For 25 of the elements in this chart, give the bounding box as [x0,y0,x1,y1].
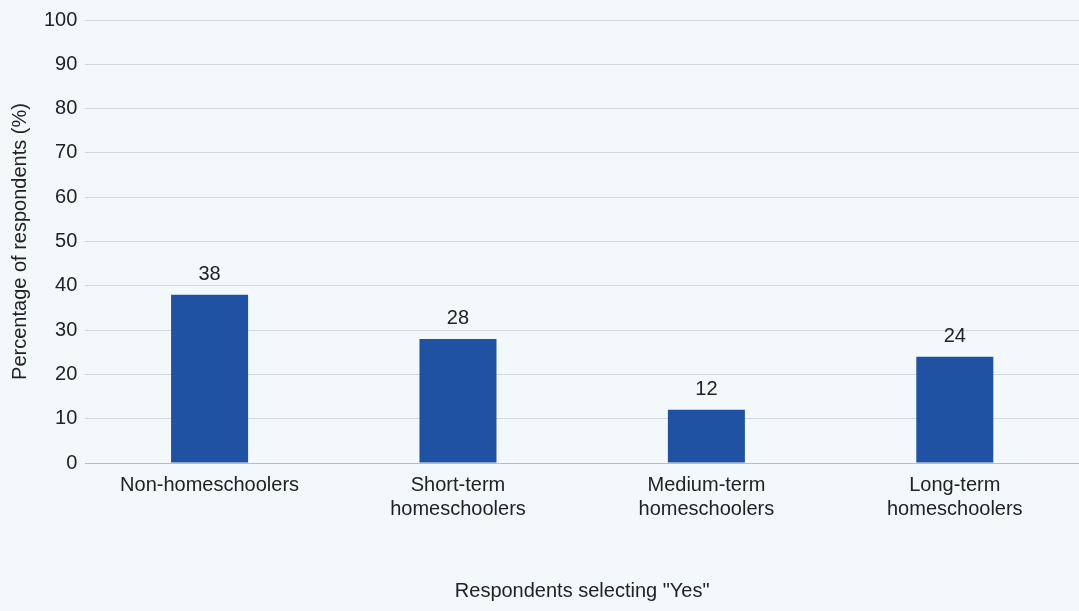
data-label: 38 [198,262,221,285]
bar [171,294,249,463]
x-axis-title: Respondents selecting "Yes" [454,578,710,601]
y-tick-label: 0 [66,450,78,473]
x-tick-label: Non-homeschoolers [120,472,300,495]
y-axis-title: Percentage of respondents (%) [7,103,30,380]
data-label: 28 [446,306,470,329]
y-tick-label: 80 [55,96,78,119]
y-tick-label: 100 [43,7,78,30]
data-label: 24 [943,324,966,347]
y-tick-label: 60 [55,184,78,207]
y-tick-label: 20 [55,361,78,384]
y-tick-label: 50 [55,229,78,252]
y-tick-label: 30 [55,317,78,340]
y-tick-label: 40 [55,273,78,296]
x-tick-label: Medium-term homeschoolers [638,472,775,519]
y-tick-label: 10 [55,406,78,429]
x-tick-label: Short-term homeschoolers [390,472,526,519]
bar [667,409,745,463]
y-tick-label: 70 [55,140,78,163]
data-label: 12 [695,377,718,400]
bar [419,338,497,463]
x-tick-label: Long-term homeschoolers [886,472,1023,519]
bar [916,356,994,463]
y-tick-label: 90 [55,51,78,74]
